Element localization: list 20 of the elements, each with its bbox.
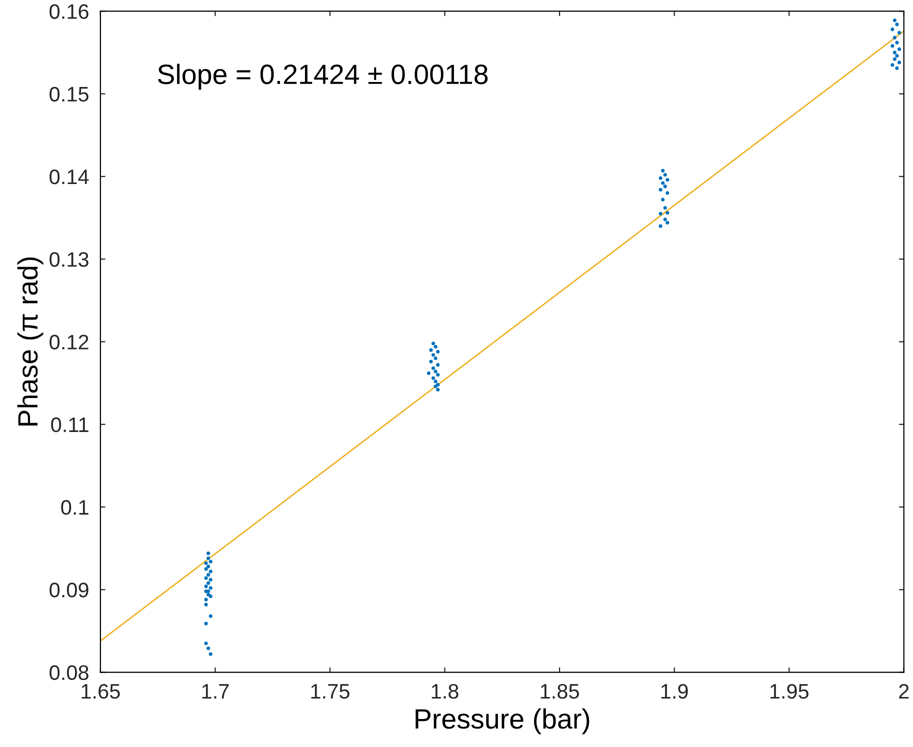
y-tick-label: 0.16 [50, 4, 88, 19]
x-tick-label: 1.65 [82, 684, 120, 699]
y-axis-title: Phase (π rad) [17, 257, 44, 426]
y-tick-label: 0.11 [51, 417, 88, 432]
y-tick-label: 0.1 [61, 500, 88, 515]
y-tick-label: 0.13 [50, 252, 88, 267]
x-axis-title: Pressure (bar) [416, 708, 590, 734]
x-tick-label: 2 [899, 684, 909, 699]
y-tick-label: 0.14 [50, 169, 89, 184]
x-tick-label: 1.7 [202, 684, 229, 699]
x-tick-label: 1.85 [540, 684, 579, 699]
x-tick-label: 1.95 [770, 684, 808, 699]
y-tick-label: 0.15 [50, 86, 88, 102]
x-tick-label: 1.9 [661, 684, 688, 699]
y-tick-label: 0.09 [50, 582, 88, 598]
x-tick-label: 1.75 [311, 684, 350, 699]
y-tick-label: 0.12 [50, 334, 88, 350]
annotation: Slope = 0.21424 ± 0.00118 [158, 64, 488, 90]
y-tick-label: 0.08 [50, 665, 88, 680]
x-tick-label: 1.8 [432, 684, 458, 699]
